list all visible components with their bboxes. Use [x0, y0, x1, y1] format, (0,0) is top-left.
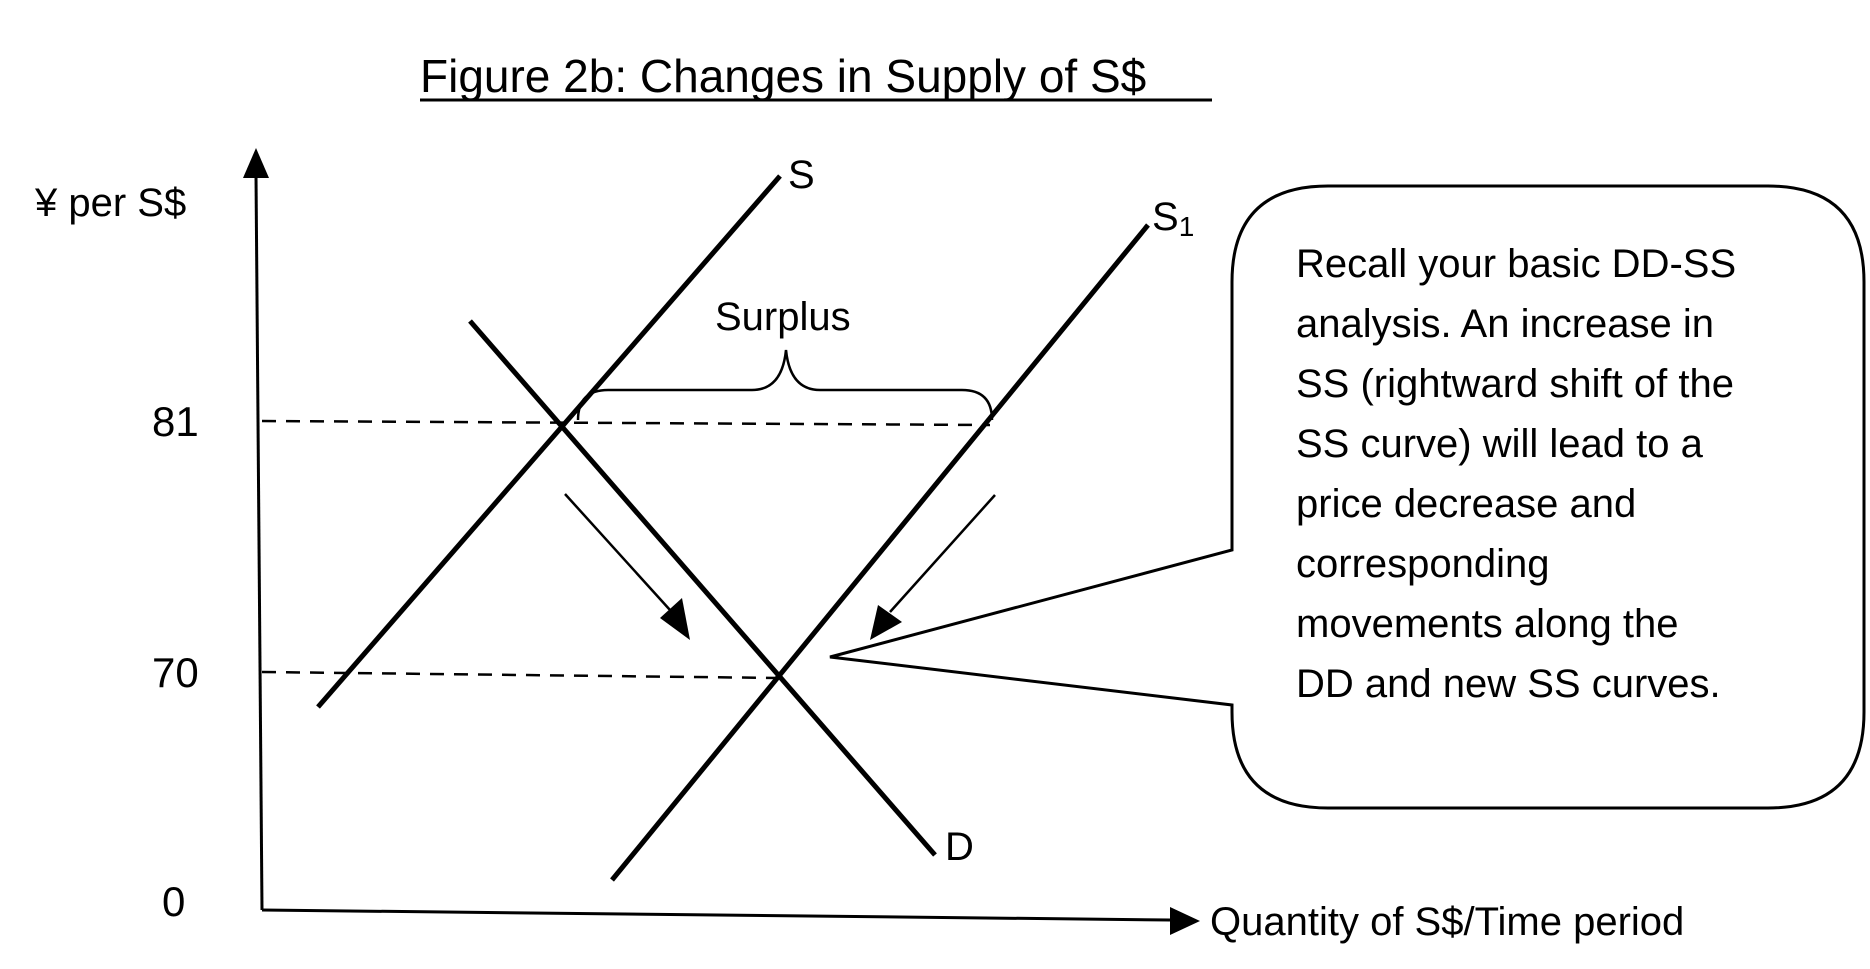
demand-movement-arrow-head	[660, 598, 690, 640]
price-line-70	[261, 670, 781, 680]
demand-curve-d	[468, 319, 937, 857]
y-axis-label: ¥ per S$	[34, 181, 186, 225]
x-axis	[261, 908, 1171, 922]
callout-line-1: Recall your basic DD-SS	[1296, 242, 1736, 286]
supply-curve-s1	[610, 223, 1150, 882]
callout-line-7: movements along the	[1296, 602, 1678, 646]
demand-curve-d-label: D	[945, 825, 974, 869]
price-tick-81: 81	[152, 398, 199, 445]
surplus-brace	[576, 349, 994, 421]
supply-curve-s	[316, 174, 782, 709]
callout-line-4: SS curve) will lead to a	[1296, 422, 1704, 466]
supply-movement-arrow-head	[870, 605, 902, 640]
demand-movement-arrow-shaft	[564, 493, 671, 611]
surplus-label: Surplus	[715, 295, 851, 339]
origin-label: 0	[162, 878, 185, 925]
callout-bubble	[829, 184, 1866, 810]
supply-curve-s1-label: S1	[1152, 195, 1194, 242]
y-axis-arrowhead	[243, 148, 269, 178]
y-axis	[254, 174, 264, 911]
callout-line-8: DD and new SS curves.	[1296, 662, 1721, 706]
price-tick-70: 70	[152, 649, 199, 696]
supply-movement-arrow-shaft	[889, 494, 996, 613]
x-axis-label: Quantity of S$/Time period	[1210, 900, 1684, 944]
x-axis-arrowhead	[1170, 907, 1200, 935]
price-line-81	[261, 419, 991, 427]
callout-text: Recall your basic DD-SS analysis. An inc…	[1296, 242, 1747, 706]
supply-curve-s-label: S	[788, 153, 815, 197]
callout-line-2: analysis. An increase in	[1296, 302, 1714, 346]
callout-line-6: corresponding	[1296, 542, 1550, 586]
callout-line-3: SS (rightward shift of the	[1296, 362, 1734, 406]
figure-title: Figure 2b: Changes in Supply of S$	[420, 50, 1146, 102]
callout-line-5: price decrease and	[1296, 482, 1636, 526]
